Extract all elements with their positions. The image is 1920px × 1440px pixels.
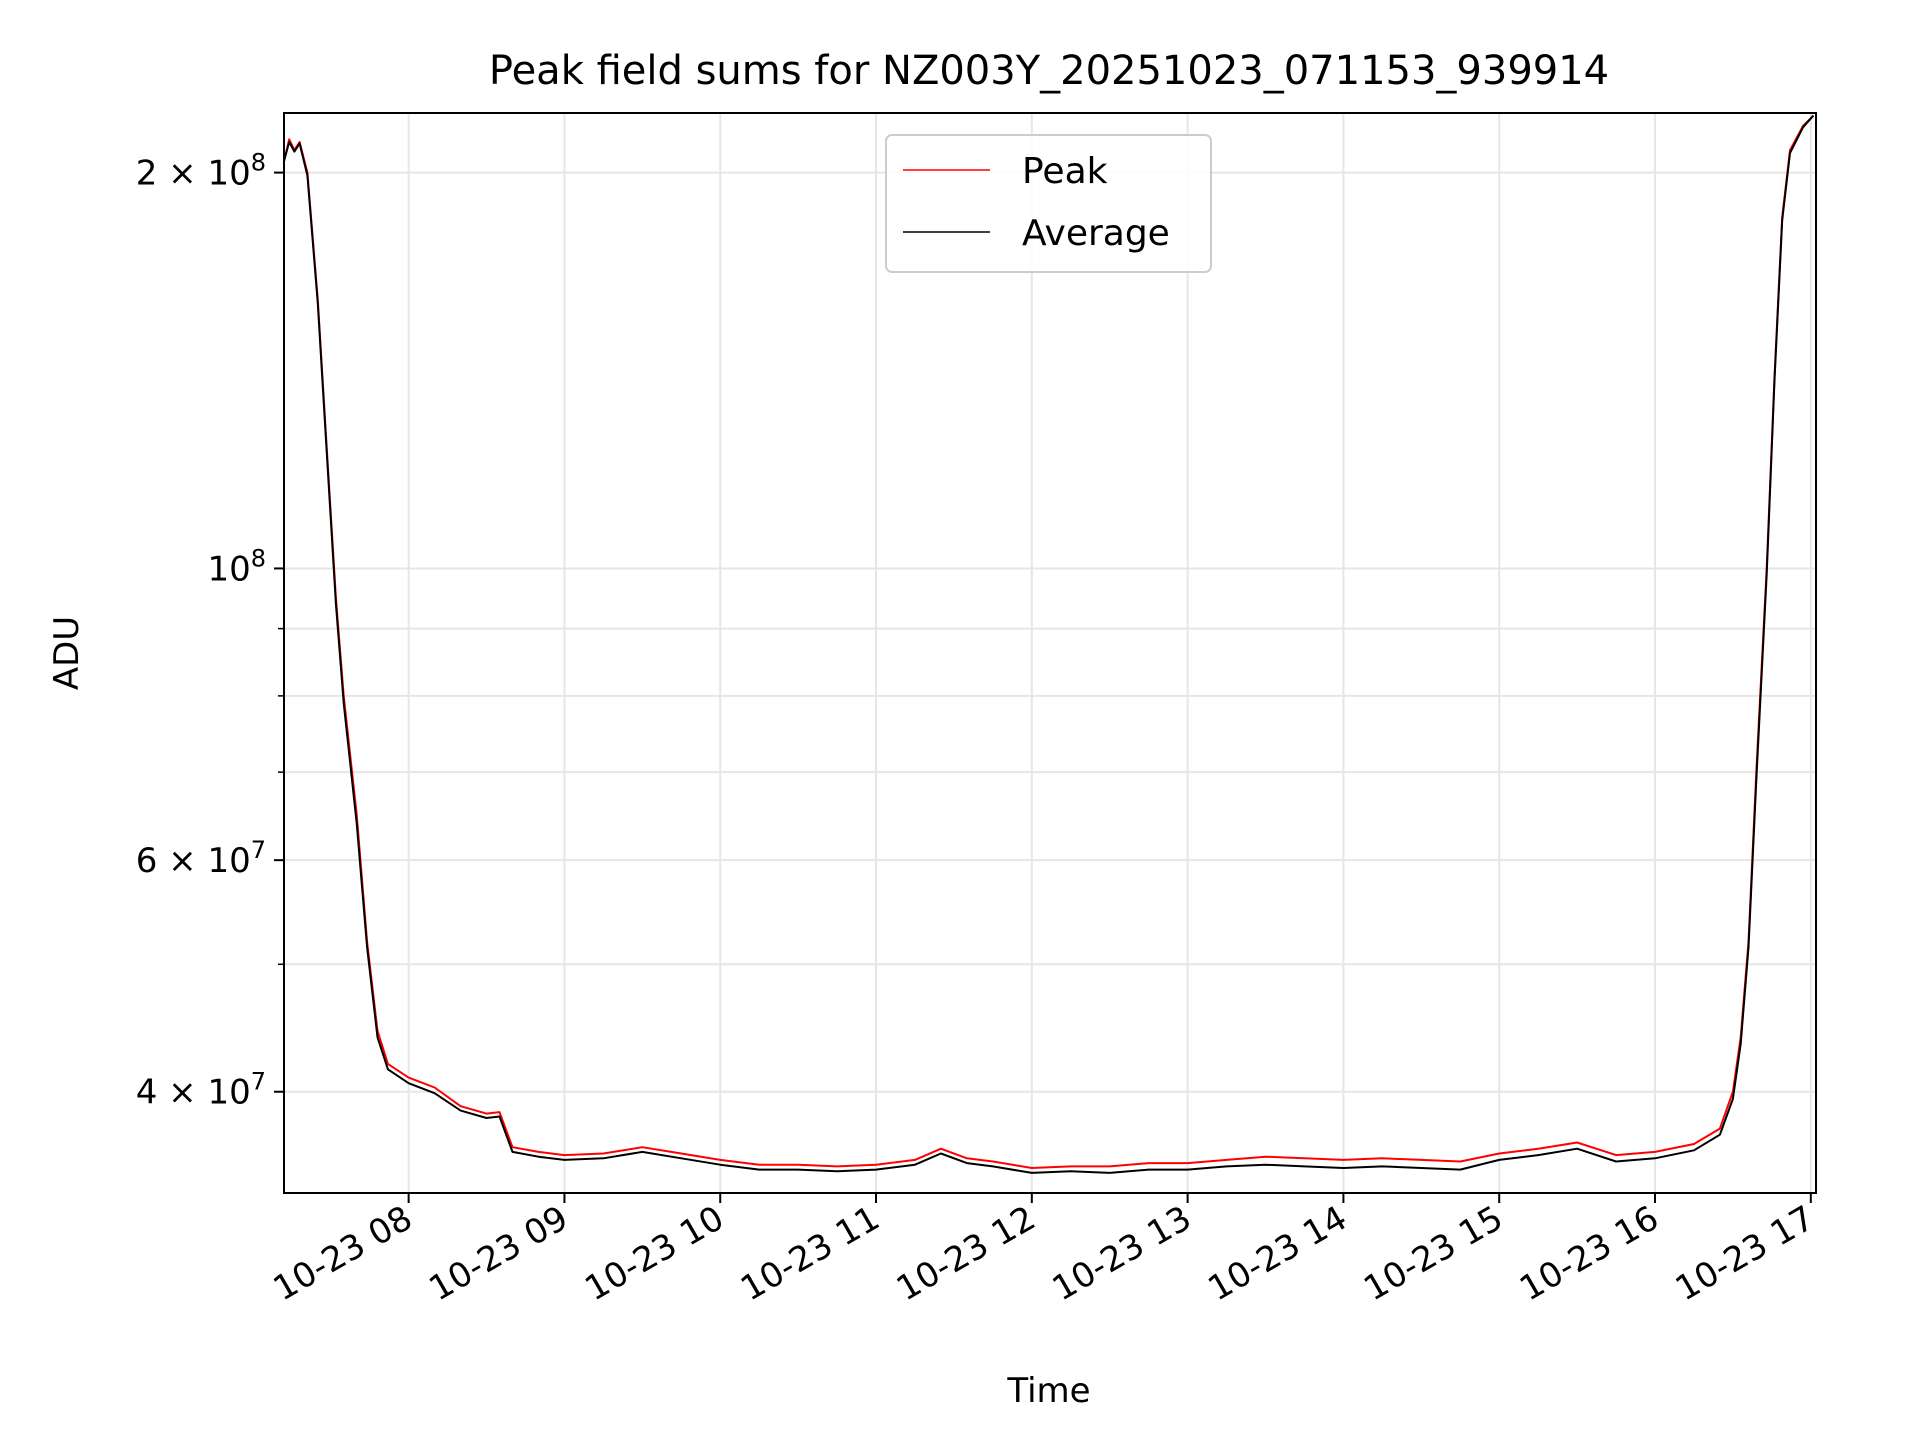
y-tick-label: 6 × 107 [136,836,266,881]
y-axis: 4 × 107 6 × 107 108 2 × 108 [136,149,284,1113]
x-tick-label: 10-23 17 [1669,1198,1821,1309]
legend-label-average: Average [1022,213,1170,254]
x-tick-label: 10-23 13 [1046,1198,1198,1309]
chart-title: Peak field sums for NZ003Y_20251023_0711… [489,48,1609,94]
x-tick-label: 10-23 11 [734,1198,886,1309]
x-tick-label: 10-23 10 [578,1198,730,1309]
average-series-line [283,114,1815,1174]
y-axis-label: ADU [47,616,87,690]
x-tick-label: 10-23 08 [267,1198,419,1309]
plot-frame [283,112,1817,1194]
y-tick-label: 108 [207,544,266,589]
x-tick-label: 10-23 16 [1513,1198,1665,1309]
grid-lines [284,113,1816,1193]
peak-series-line [283,114,1815,1169]
y-tick-label: 4 × 107 [136,1068,266,1113]
x-tick-label: 10-23 15 [1357,1198,1509,1309]
x-axis-label: Time [1006,1371,1090,1411]
x-axis: 10-23 08 10-23 09 10-23 10 10-23 11 10-23 12… [267,1193,1821,1309]
legend: Peak Average [885,134,1212,273]
series-lines [283,114,1815,1174]
x-tick-label: 10-23 12 [890,1198,1042,1309]
legend-label-peak: Peak [1022,151,1108,192]
y-tick-label: 2 × 108 [136,149,266,194]
x-tick-label: 10-23 14 [1202,1198,1354,1309]
x-tick-label: 10-23 09 [423,1198,575,1309]
